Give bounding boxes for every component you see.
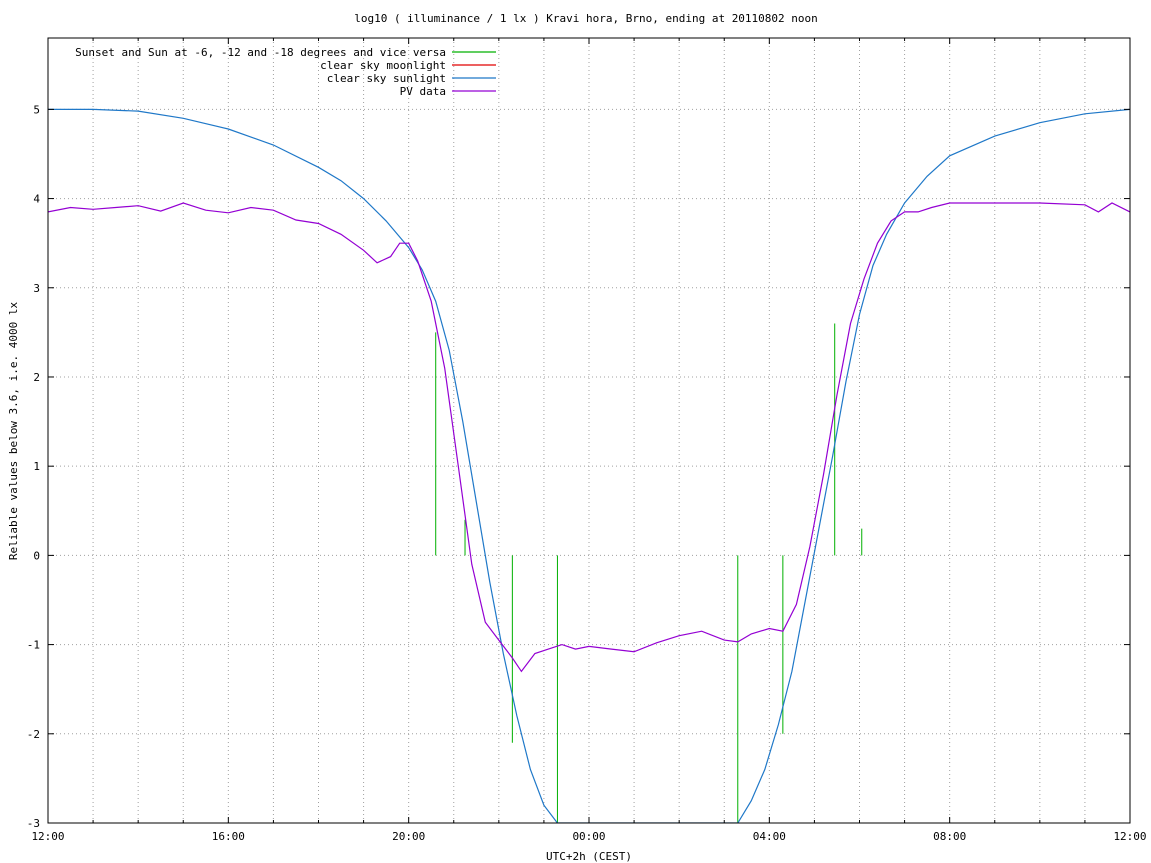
legend-label: clear sky moonlight bbox=[320, 59, 446, 72]
y-tick-label: 0 bbox=[33, 549, 40, 562]
series-layer bbox=[48, 108, 1130, 823]
x-tick-label: 12:00 bbox=[31, 830, 64, 843]
y-tick-label: 3 bbox=[33, 282, 40, 295]
x-tick-label: 00:00 bbox=[572, 830, 605, 843]
grid-layer bbox=[48, 38, 1130, 823]
x-tick-label: 04:00 bbox=[753, 830, 786, 843]
y-tick-label: -2 bbox=[27, 728, 40, 741]
legend: Sunset and Sun at -6, -12 and -18 degree… bbox=[75, 46, 496, 98]
legend-label: PV data bbox=[400, 85, 446, 98]
chart-title: log10 ( illuminance / 1 lx ) Kravi hora,… bbox=[354, 12, 818, 25]
y-tick-label: -3 bbox=[27, 817, 40, 830]
legend-label: Sunset and Sun at -6, -12 and -18 degree… bbox=[75, 46, 446, 59]
x-tick-label: 08:00 bbox=[933, 830, 966, 843]
y-tick-label: -1 bbox=[27, 639, 40, 652]
x-axis-label: UTC+2h (CEST) bbox=[546, 850, 632, 863]
x-tick-label: 16:00 bbox=[212, 830, 245, 843]
y-axis-label: Reliable values below 3.6, i.e. 4000 lx bbox=[7, 301, 20, 560]
series-3 bbox=[48, 202, 1130, 673]
y-tick-label: 5 bbox=[33, 103, 40, 116]
x-tick-label: 20:00 bbox=[392, 830, 425, 843]
series-line bbox=[48, 202, 1130, 673]
series-2 bbox=[48, 108, 1130, 823]
y-tick-label: 1 bbox=[33, 460, 40, 473]
series-0 bbox=[435, 323, 863, 823]
y-tick-label: 2 bbox=[33, 371, 40, 384]
legend-label: clear sky sunlight bbox=[327, 72, 446, 85]
y-tick-label: 4 bbox=[33, 193, 40, 206]
series-line bbox=[48, 108, 1130, 823]
x-tick-label: 12:00 bbox=[1113, 830, 1146, 843]
tick-layer: -3 -2 -1 0 1 2 3 4 5 12:00 16:00 20:00 00:00 04:00 08:… bbox=[27, 38, 1147, 843]
